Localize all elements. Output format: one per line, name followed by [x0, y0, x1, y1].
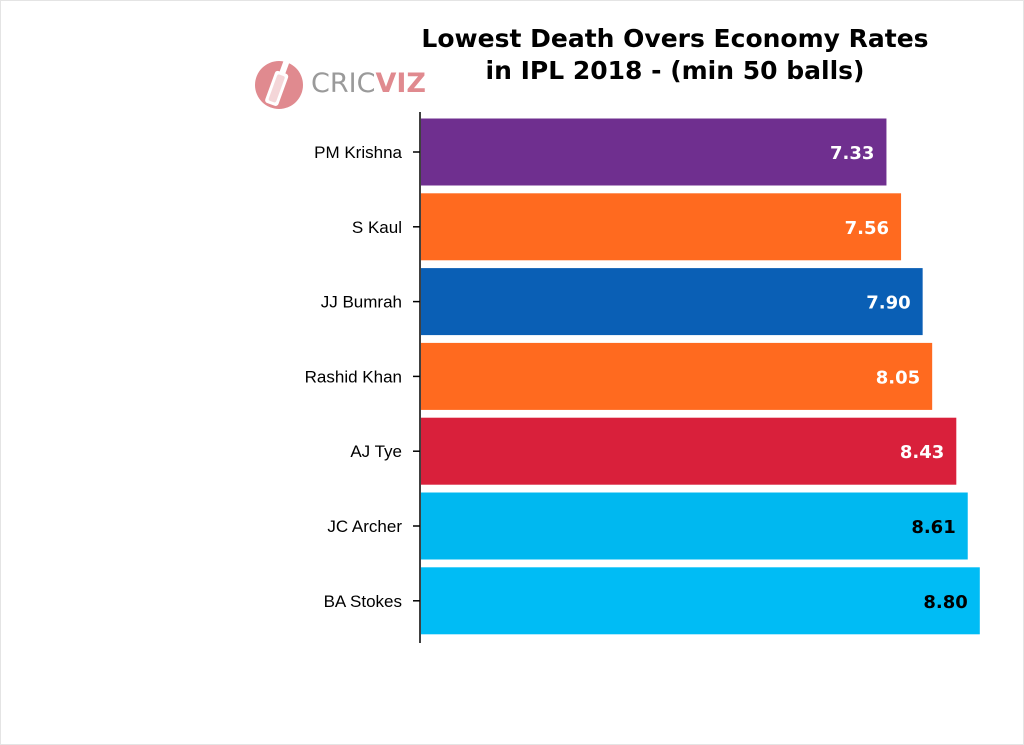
- bar-value-label: 7.90: [866, 293, 910, 314]
- bar-value-label: 8.61: [911, 517, 955, 538]
- bar-ba-stokes: [421, 567, 980, 635]
- bar-s-kaul: [421, 193, 902, 261]
- bar-value-label: 7.56: [845, 218, 889, 239]
- bar-jc-archer: [421, 492, 968, 560]
- logo-wordmark: CRICVIZ: [311, 68, 426, 99]
- y-axis-tick-label: BA Stokes: [324, 592, 402, 611]
- logo-text-cric: CRIC: [311, 68, 376, 99]
- cricket-bat-icon: [255, 58, 303, 109]
- y-axis-tick-label: S Kaul: [352, 218, 402, 237]
- cricviz-logo: CRICVIZ: [253, 56, 426, 112]
- bar-value-label: 8.05: [876, 367, 920, 388]
- bar-rashid-khan: [421, 342, 933, 410]
- bar-value-label: 8.80: [923, 592, 967, 613]
- bar-pm-krishna: [421, 118, 887, 186]
- bar-jj-bumrah: [421, 268, 923, 336]
- bar-value-label: 7.33: [830, 143, 874, 164]
- bar-aj-tye: [421, 417, 957, 485]
- logo-text-viz: VIZ: [375, 68, 426, 99]
- bar-value-label: 8.43: [900, 442, 944, 463]
- chart-subtitle: in IPL 2018 - (min 50 balls): [485, 56, 865, 85]
- y-axis-tick-label: JJ Bumrah: [321, 293, 402, 312]
- y-axis-tick-label: Rashid Khan: [305, 367, 402, 386]
- y-axis-tick-label: AJ Tye: [350, 442, 402, 461]
- chart-title: Lowest Death Overs Economy Rates: [421, 24, 929, 53]
- y-axis-tick-label: JC Archer: [327, 517, 402, 536]
- y-axis-tick-label: PM Krishna: [314, 143, 402, 162]
